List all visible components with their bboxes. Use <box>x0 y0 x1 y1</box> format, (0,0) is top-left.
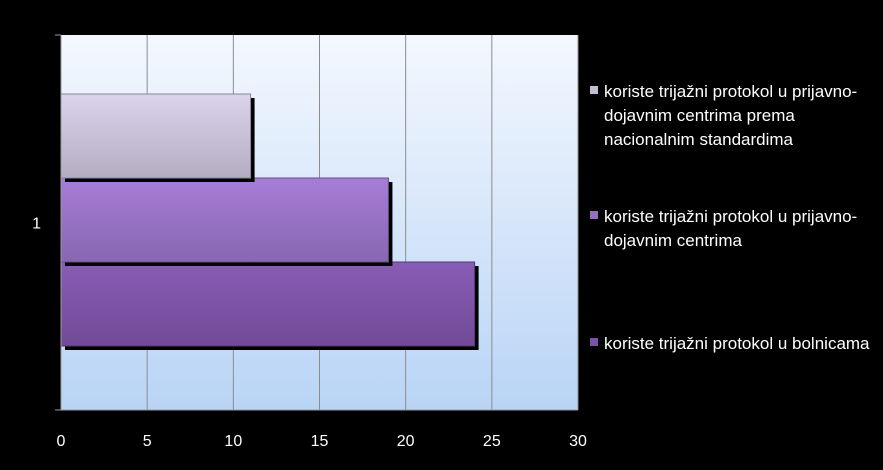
legend-label: koriste trijažni protokol u prijavno-doj… <box>604 207 858 250</box>
legend-label: koriste trijažni protokol u prijavno-doj… <box>604 82 858 149</box>
bar-3 <box>60 93 252 179</box>
x-tick-label: 10 <box>224 433 242 450</box>
legend-swatch <box>590 86 598 94</box>
axes <box>55 34 578 411</box>
legend-swatch <box>590 211 598 219</box>
bar-2 <box>60 177 389 263</box>
x-tick-label: 25 <box>483 433 501 450</box>
legend-item: koriste trijažni protokol u prijavno-doj… <box>590 80 880 152</box>
bar-1 <box>60 261 476 347</box>
x-tick-label: 5 <box>143 433 152 450</box>
legend-label: koriste trijažni protokol u bolnicama <box>604 334 870 353</box>
x-tick-label: 20 <box>397 433 415 450</box>
x-tick-label: 15 <box>311 433 329 450</box>
legend-item: koriste trijažni protokol u prijavno-doj… <box>590 205 880 253</box>
legend-item: koriste trijažni protokol u bolnicama <box>590 332 880 356</box>
y-category-label: 1 <box>32 216 41 233</box>
bars <box>60 93 479 350</box>
x-tick-label: 30 <box>569 433 587 450</box>
legend-swatch <box>590 338 598 346</box>
tick-labels: 0 5 10 15 20 25 30 1 <box>32 216 587 451</box>
x-tick-label: 0 <box>57 433 66 450</box>
